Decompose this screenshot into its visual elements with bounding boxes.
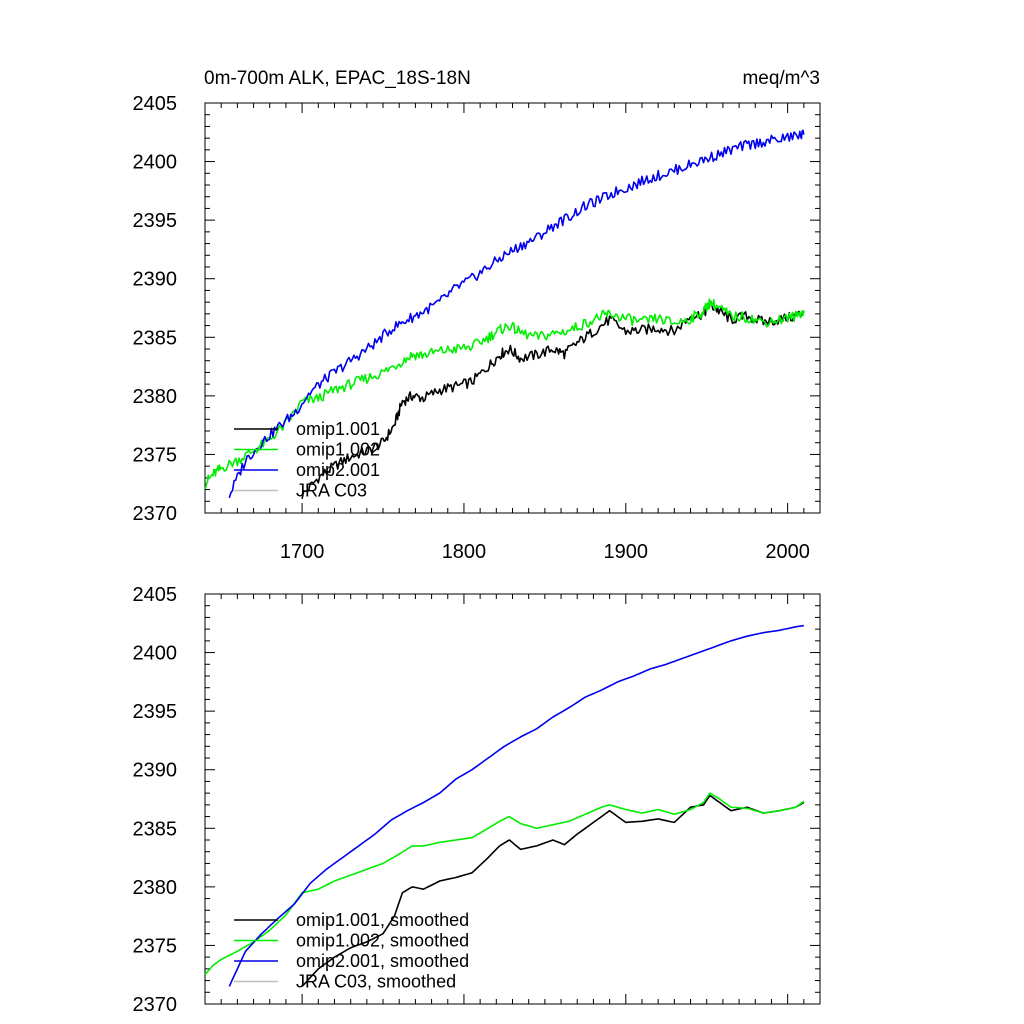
x-tick-label: 1800 xyxy=(442,541,487,563)
y-tick-label: 2395 xyxy=(133,701,178,723)
units-label: meq/m^3 xyxy=(742,68,820,89)
y-tick-label: 2370 xyxy=(133,503,178,525)
x-tick-label: 1900 xyxy=(604,541,649,563)
y-tick-label: 2405 xyxy=(133,584,178,606)
series-line-omip1-002 xyxy=(204,298,805,490)
legend-label: omip1.002, smoothed xyxy=(296,931,469,951)
legend-label: omip2.001 xyxy=(296,460,380,480)
y-tick-label: 2380 xyxy=(133,877,178,899)
axis-ticks: 2370 2375 2380 2385 2390 2395 2400 2405 1700 1800… xyxy=(133,93,821,563)
y-tick-label: 2385 xyxy=(133,327,178,349)
y-tick-label: 2380 xyxy=(133,386,178,408)
y-tick-label: 2375 xyxy=(133,444,178,466)
series-lines xyxy=(204,624,805,987)
series-lines xyxy=(204,129,805,499)
series-line-omip1-001-smoothed xyxy=(301,794,805,987)
series-line-omip1-002-smoothed xyxy=(204,792,805,976)
y-tick-label: 2385 xyxy=(133,818,178,840)
legend-label: omip1.001 xyxy=(296,419,380,439)
top-panel: 0m-700m ALK, EPAC_18S-18N meq/m^3 237023… xyxy=(133,68,821,563)
y-tick-label: 2390 xyxy=(133,269,178,291)
axis-ticks: 2370 2375 2380 2385 2390 2395 2400 2405 xyxy=(133,584,821,1016)
chart-title: 0m-700m ALK, EPAC_18S-18N xyxy=(204,68,471,89)
x-tick-label: 2000 xyxy=(765,541,810,563)
y-tick-label: 2400 xyxy=(133,152,178,174)
legend-label: omip2.001, smoothed xyxy=(296,951,469,971)
series-line-omip2-001 xyxy=(228,129,805,499)
y-tick-label: 2375 xyxy=(133,935,178,957)
series-line-omip2-001-smoothed xyxy=(228,624,804,987)
bottom-panel: 2370 2375 2380 2385 2390 2395 2400 2405 omip1.0… xyxy=(133,584,821,1016)
legend-label: omip1.002 xyxy=(296,440,380,460)
y-tick-label: 2390 xyxy=(133,760,178,782)
y-tick-label: 2395 xyxy=(133,210,178,232)
legend-label: JRA C03 xyxy=(296,481,367,501)
y-tick-label: 2370 xyxy=(133,994,178,1016)
y-tick-label: 2405 xyxy=(133,93,178,115)
legend-label: JRA C03, smoothed xyxy=(296,972,456,992)
x-tick-label: 1700 xyxy=(280,541,325,563)
legend-label: omip1.001, smoothed xyxy=(296,910,469,930)
y-tick-label: 2400 xyxy=(133,643,178,665)
series-line-omip1-001 xyxy=(301,300,805,499)
